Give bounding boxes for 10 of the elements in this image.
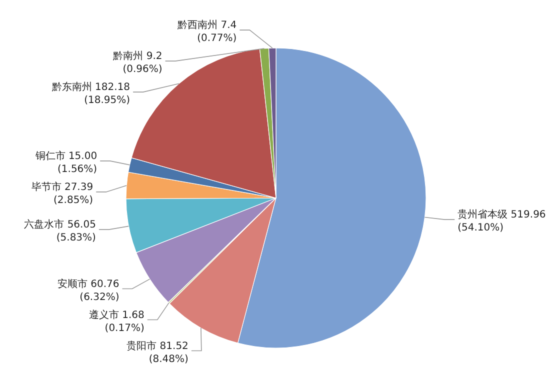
slice-label: 毕节市 27.39 (2.85%) bbox=[31, 180, 94, 206]
slice-label: 安顺市 60.76 (6.32%) bbox=[57, 278, 120, 303]
slice-label: 贵州省本级 519.96 (54.10%) bbox=[458, 208, 546, 234]
slice-label: 黔西南州 7.4 (0.77%) bbox=[176, 19, 237, 44]
slice-label: 贵阳市 81.52 (8.48%) bbox=[126, 340, 189, 365]
slice-label: 黔南州 9.2 (0.96%) bbox=[112, 50, 162, 76]
slice-label: 铜仁市 15.00 (1.56%) bbox=[34, 150, 98, 175]
slice-label: 六盘水市 56.05 (5.83%) bbox=[24, 218, 96, 244]
slice-label: 遵义市 1.68 (0.17%) bbox=[88, 308, 144, 334]
slice-label: 黔东南州 182.18 (18.95%) bbox=[50, 81, 130, 106]
